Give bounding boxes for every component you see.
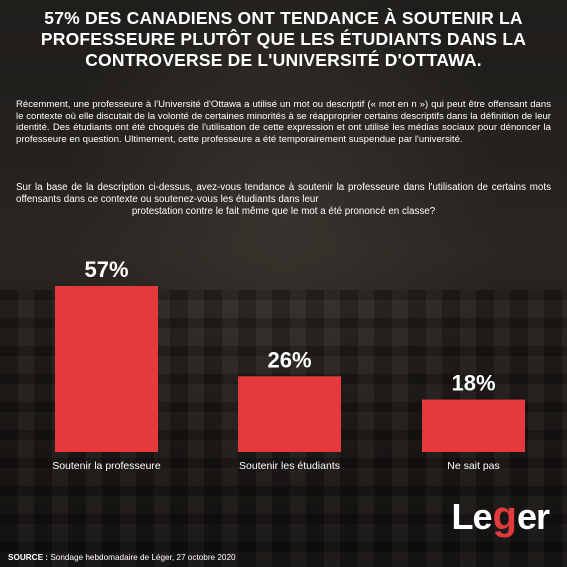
category-label: Soutenir les étudiants — [239, 460, 340, 472]
bar-value-label: 26% — [267, 347, 311, 372]
bar-1 — [55, 286, 158, 452]
logo-g-mark: g — [492, 494, 517, 538]
page-title: 57% DES CANADIENS ONT TENDANCE À SOUTENI… — [40, 8, 527, 70]
leger-logo: Le g er — [451, 494, 550, 539]
logo-text-end: er — [516, 496, 550, 537]
logo-text-start: Le — [451, 496, 493, 537]
source-label: SOURCE : — [8, 553, 49, 562]
bar-2 — [238, 376, 341, 452]
bar-value-label: 57% — [84, 257, 128, 282]
question-text: Sur la base de la description ci-dessus,… — [16, 182, 551, 205]
source-note: SOURCE : Sondage hebdomadaire de Léger, … — [8, 553, 236, 562]
category-label: Soutenir la professeure — [52, 460, 161, 472]
description-text: Récemment, une professeure à l'Universit… — [16, 99, 551, 145]
category-label: Ne sait pas — [447, 460, 500, 472]
survey-question: Sur la base de la description ci-dessus,… — [16, 182, 551, 218]
question-text-last-line: protestation contre le fait même que le … — [131, 206, 436, 217]
source-text: Sondage hebdomadaire de Léger, 27 octobr… — [50, 553, 236, 562]
bar-3 — [422, 399, 525, 452]
bar-value-label: 18% — [451, 371, 495, 396]
